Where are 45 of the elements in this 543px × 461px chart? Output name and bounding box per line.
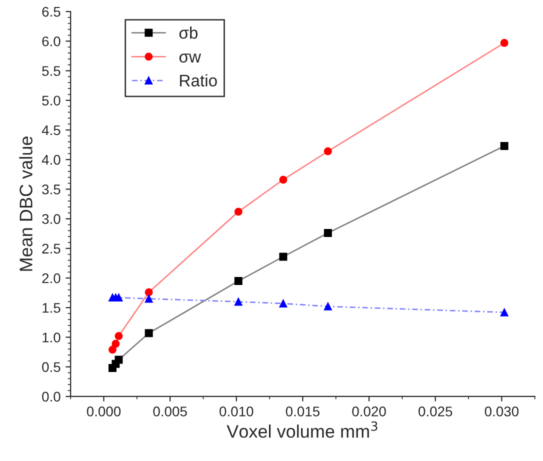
y-tick-label: 4.0	[42, 154, 60, 165]
point	[279, 176, 288, 184]
y-tick-label: 5.5	[42, 66, 60, 76]
x-tick-label: 0.000	[86, 406, 121, 416]
y-tick-label: 0.0	[42, 392, 60, 402]
y-tick-label: 2.5	[42, 244, 60, 254]
y-tick-label: 1.5	[42, 303, 60, 313]
legend-label: σw	[179, 54, 202, 63]
point	[108, 346, 116, 354]
point	[279, 299, 288, 308]
y-tick-label: 1.0	[42, 332, 60, 342]
point	[500, 308, 508, 316]
legend-label: Ratio	[180, 74, 217, 87]
y-tick-label: 3.5	[42, 184, 60, 194]
x-tick-label: 0.005	[153, 406, 187, 416]
point	[144, 329, 153, 338]
point	[279, 252, 288, 261]
y-tick-label: 0.5	[42, 362, 60, 372]
point	[234, 276, 242, 285]
point	[114, 356, 123, 364]
point	[500, 38, 508, 47]
point	[234, 208, 242, 216]
point	[500, 142, 508, 150]
point	[112, 340, 120, 348]
x-tick-label: 0.025	[418, 406, 452, 416]
x-tick-label: 0.020	[352, 406, 386, 416]
point	[234, 298, 242, 306]
x-tick-label: 0.015	[286, 406, 320, 416]
x-axis-title: Voxel volume mm$^{3}$	[226, 421, 378, 438]
x-tick-label: 0.030	[484, 406, 519, 416]
point	[324, 147, 332, 156]
y-tick-label: 6.0	[42, 36, 60, 46]
legend-label: σb	[179, 26, 198, 39]
point	[144, 288, 153, 296]
point	[324, 302, 332, 310]
y-tick-label: 4.5	[42, 125, 60, 136]
point	[324, 229, 332, 238]
x-tick-label: 0.010	[220, 406, 254, 416]
point	[114, 332, 123, 340]
y-tick-label: 5.0	[42, 96, 60, 106]
y-tick-label: 3.0	[42, 214, 60, 224]
y-axis-title: Mean DBC value	[19, 136, 32, 271]
point	[144, 294, 153, 303]
y-tick-label: 2.0	[42, 273, 60, 284]
y-tick-label: 6.5	[42, 6, 60, 17]
